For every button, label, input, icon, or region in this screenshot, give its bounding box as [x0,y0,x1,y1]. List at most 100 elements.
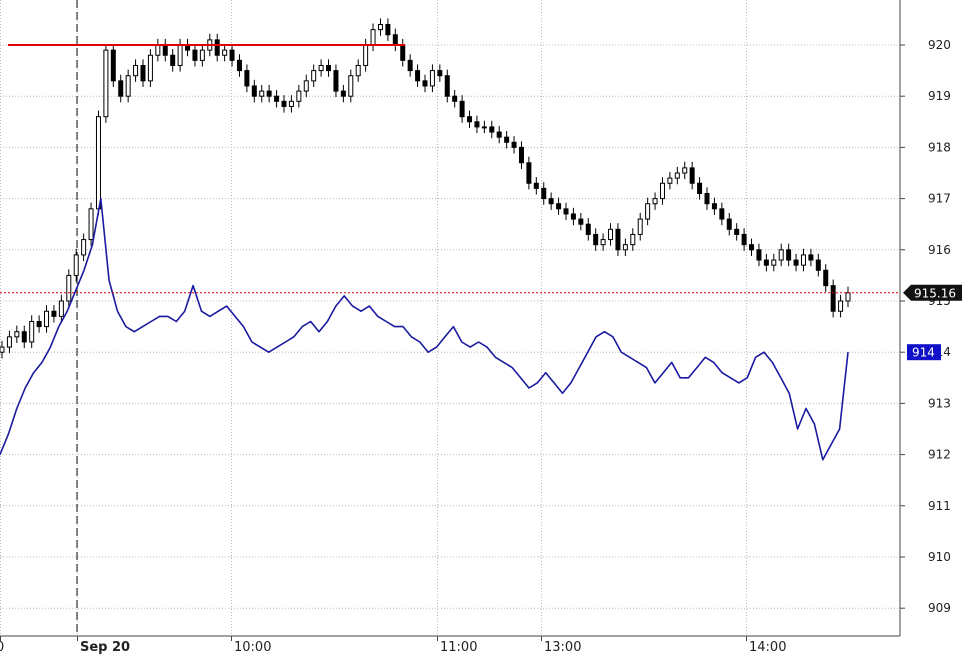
candle [288,95,294,113]
candle-body [556,203,562,210]
y-tick-label: 911 [928,499,951,513]
candle [259,84,265,103]
candle-body [66,274,72,302]
candle-body [14,331,20,338]
candle [385,18,391,41]
candle [771,253,777,272]
candle [58,294,64,323]
candle-body [459,100,465,118]
candle [66,269,72,308]
y-tick-label: 912 [928,448,951,462]
candle [44,305,50,333]
candle [630,228,636,251]
candle [615,223,621,256]
candle [682,161,688,180]
candle [21,325,27,349]
candle-body [303,80,309,92]
y-tick-label: 918 [928,140,951,154]
candle-body [21,331,27,343]
x-tick-label: 10:00 [234,640,271,655]
candle [645,197,651,226]
y-tick-label: 910 [928,550,951,564]
candle-body [333,70,339,92]
candle-body [118,80,124,97]
candle-body [437,70,443,77]
candle-body [652,198,658,205]
candle [415,64,421,87]
candle-body [570,213,576,220]
candle [274,90,280,108]
candle [585,218,591,241]
candle-body [177,44,183,66]
candle [36,315,42,333]
candle-body [44,310,50,328]
candle-body [763,259,769,266]
candle [251,79,257,103]
candle-body [29,320,35,343]
candle [81,233,87,262]
candle [444,69,450,103]
candle-body [645,203,651,220]
candle-body [563,208,569,215]
candle-body [845,292,851,302]
candle [600,233,606,251]
candle-body [415,70,421,82]
candle-body [793,259,799,266]
candle-body [838,300,844,312]
candle [6,330,12,354]
candle-body [229,49,235,61]
candle-body [222,49,228,56]
candle-body [340,90,346,97]
candle-body [88,208,94,241]
candle [838,294,844,318]
candle [355,59,361,82]
candle [340,84,346,103]
candle-body [622,244,628,251]
candle-body [511,141,517,148]
candle [14,325,20,343]
badge-label: 915.16 [914,286,956,300]
candle-body [103,49,109,118]
candle-body [630,233,636,246]
candle [511,136,517,154]
candle [133,59,139,82]
candle-body [385,24,391,36]
candle-body [6,336,12,348]
candle-body [259,90,265,97]
y-tick-label: 920 [928,38,951,52]
candle [823,264,829,292]
candle [689,161,695,190]
candle [474,115,480,134]
candle-body [593,233,599,246]
candle [518,141,524,169]
candle-body [363,44,369,66]
candle [318,59,324,77]
x-tick-label: 13:00 [544,640,581,655]
badge-label: 914 [912,346,935,360]
x-tick-label: 11:00 [440,640,477,655]
candle [652,192,658,210]
candle-body [155,44,161,56]
candle [541,182,547,205]
candle [726,212,732,236]
candle [548,192,554,210]
candle-body [81,239,87,256]
candle [192,43,198,67]
candle [303,74,309,98]
candle [667,171,673,190]
candle [763,253,769,272]
candle-body [808,254,814,261]
candle-body [481,126,487,129]
candle [608,223,614,246]
candle-body [533,182,539,189]
candle [749,238,755,256]
candle-body [95,116,101,210]
candle [214,33,220,62]
candle-body [296,90,302,102]
candle [222,43,228,62]
candle [459,95,465,123]
candle [659,177,665,205]
candle-body [659,182,665,200]
candle-body [140,64,146,82]
